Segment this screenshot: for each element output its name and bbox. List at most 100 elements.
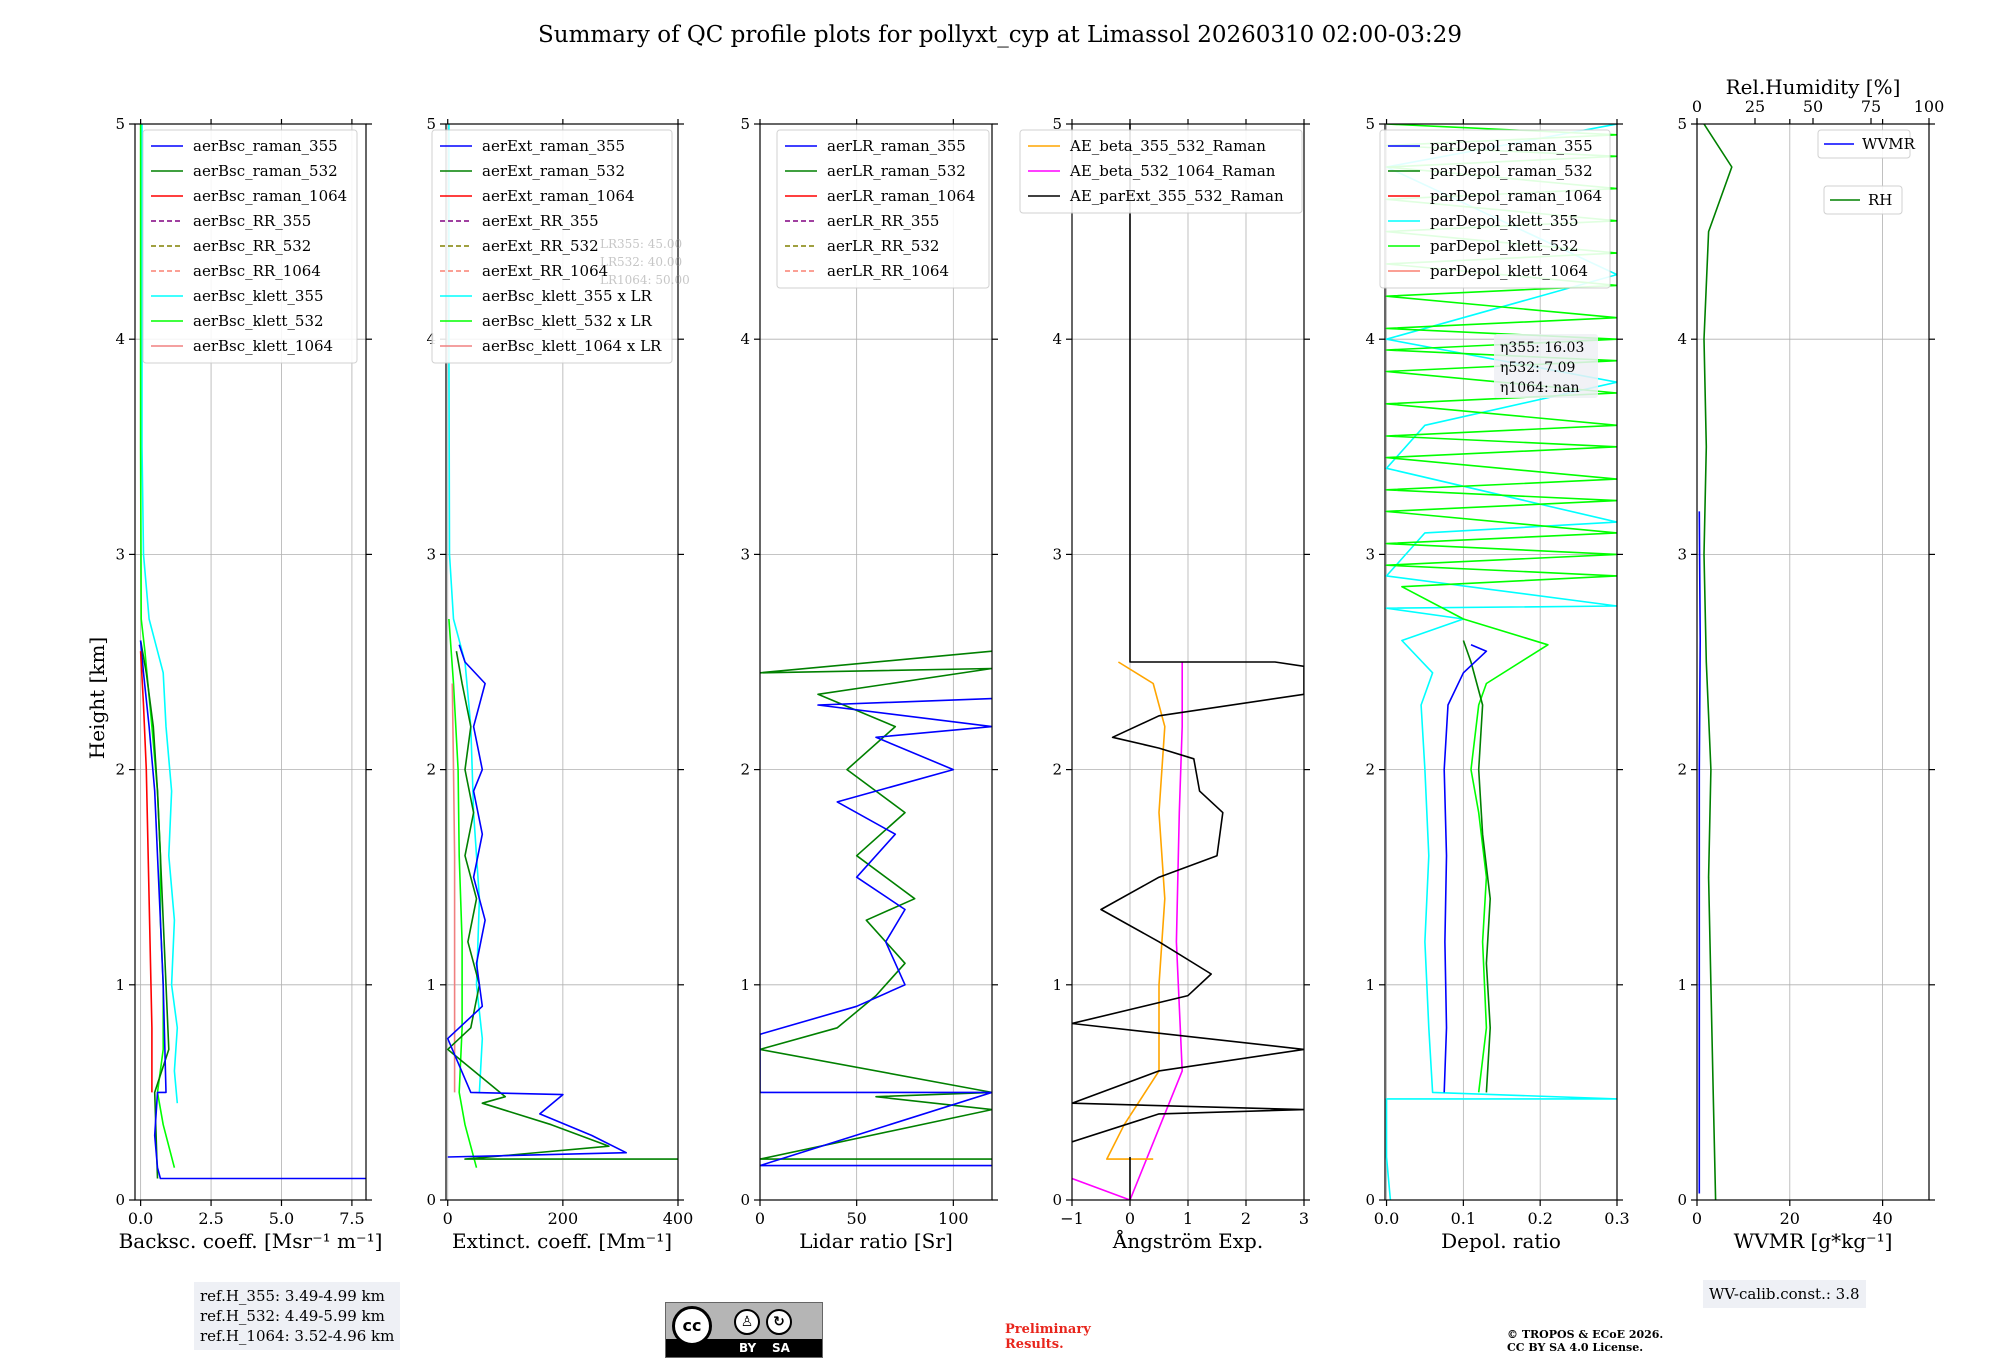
y-tick-label: 1 — [1052, 976, 1062, 994]
legend-label: aerLR_raman_355 — [827, 137, 966, 155]
top-x-tick-label: 75 — [1861, 97, 1881, 116]
x-axis-label: Lidar ratio [Sr] — [799, 1229, 953, 1253]
by-label: BY — [739, 1341, 757, 1355]
eta-value: η532: 7.09 — [1500, 360, 1575, 376]
legend-label: aerBsc_raman_532 — [193, 162, 338, 180]
cc-license-badge: cc ♙ ↻ BY SA — [665, 1302, 823, 1358]
axes-frame — [1696, 123, 1930, 1201]
series-line-aerbsc-klett-355 — [141, 124, 179, 1104]
y-tick-label: 5 — [426, 115, 436, 133]
series-line-pardepol-raman-532 — [1462, 640, 1491, 1093]
legend-label: aerBsc_raman_355 — [193, 137, 338, 155]
x-tick-label: 200 — [548, 1209, 579, 1228]
chart-panel-wv: 0 20 40 0 1 2 3 4 5 WVMR [g*kg⁻¹] 0 25 50 75 100 Rel.Hu… — [1677, 75, 1944, 1253]
series-line-pardepol-raman-355 — [1443, 644, 1488, 1093]
x-tick-label: 40 — [1872, 1209, 1892, 1228]
ref-height-box: ref.H_355: 3.49-4.99 km ref.H_532: 4.49-… — [194, 1282, 401, 1350]
series-line-aerbsc-klett-1064-x-lr — [451, 683, 456, 1093]
legend-label: aerExt_RR_1064 — [482, 262, 608, 280]
legend-label: parDepol_raman_532 — [1430, 162, 1593, 180]
by-person-icon: ♙ — [734, 1309, 760, 1335]
ref-height-1064: ref.H_1064: 3.52-4.96 km — [200, 1327, 395, 1345]
axes-frame — [759, 123, 993, 1201]
series-line-aerbsc-raman-1064 — [139, 651, 153, 1093]
x-tick-label: 20 — [1780, 1209, 1800, 1228]
x-tick-label: −1 — [1060, 1209, 1084, 1228]
series-line-rh — [1703, 124, 1733, 1200]
axes-frame — [445, 123, 679, 1201]
y-tick-label: 3 — [1365, 545, 1375, 563]
legend-label: AE_beta_355_532_Raman — [1069, 137, 1266, 155]
y-tick-label: 3 — [115, 545, 125, 563]
legend-label: WVMR — [1862, 135, 1916, 153]
y-tick-label: 3 — [1677, 545, 1687, 563]
x-axis-label: Extinct. coeff. [Mm⁻¹] — [452, 1229, 672, 1253]
legend-box — [431, 129, 673, 364]
chart-panel-bsc: 0.0 2.5 5.0 7.5 0 1 2 3 4 5 Backsc. coeff. [Msr⁻¹ … — [115, 115, 382, 1253]
x-tick-label: 400 — [663, 1209, 694, 1228]
x-axis-label: Ångström Exp. — [1112, 1228, 1263, 1253]
y-tick-label: 4 — [1365, 330, 1375, 348]
series-line-aerbsc-raman-532 — [139, 640, 170, 1179]
legend-label: aerExt_RR_532 — [482, 237, 599, 255]
chart-panel-lr: 0 50 100 0 1 2 3 4 5 Lidar ratio [Sr] aerLR_raman_… — [740, 115, 998, 1253]
y-tick-label: 3 — [1052, 545, 1062, 563]
lr-annotation: LR355: 45.00 — [600, 237, 682, 251]
top-x-tick-label: 50 — [1803, 97, 1823, 116]
y-tick-label: 4 — [1052, 330, 1062, 348]
legend-label: parDepol_raman_355 — [1430, 137, 1593, 155]
wv-calib-box: WV-calib.const.: 3.8 — [1703, 1280, 1866, 1308]
x-tick-label: 1 — [1183, 1209, 1193, 1228]
y-tick-label: 5 — [115, 115, 125, 133]
x-tick-label: 0.3 — [1604, 1209, 1629, 1228]
sa-share-icon: ↻ — [766, 1309, 792, 1335]
legend-box — [142, 129, 358, 364]
legend-label: aerBsc_klett_355 — [193, 287, 324, 305]
y-tick-label: 4 — [740, 330, 750, 348]
y-tick-label: 2 — [426, 761, 436, 779]
preliminary-note: Preliminary Results. — [1005, 1322, 1091, 1352]
legend-label: aerLR_RR_355 — [827, 212, 939, 230]
legend-label: aerLR_RR_1064 — [827, 262, 949, 280]
top-x-tick-label: 100 — [1914, 97, 1945, 116]
series-line-aerbsc-klett-532-x-lr — [448, 618, 478, 1168]
ref-height-355: ref.H_355: 3.49-4.99 km — [200, 1287, 385, 1305]
eta-box — [1494, 334, 1598, 398]
x-tick-label: 3 — [1299, 1209, 1309, 1228]
legend-label: parDepol_raman_1064 — [1430, 187, 1602, 205]
top-x-tick-label: 0 — [1692, 97, 1702, 116]
chart-panel-ext: 0 200 400 0 1 2 3 4 5 Extinct. coeff. [Mm⁻¹] aerEx… — [426, 115, 693, 1253]
series-line-ae-beta-532-1064-raman — [1072, 662, 1183, 1200]
y-tick-label: 0 — [1052, 1191, 1062, 1209]
y-tick-label: 1 — [1365, 976, 1375, 994]
legend-label: AE_parExt_355_532_Raman — [1069, 187, 1284, 205]
y-axis-label: Height [km] — [85, 637, 109, 759]
axes-frame — [1384, 123, 1618, 1201]
top-x-tick-label: 25 — [1745, 97, 1765, 116]
legend-label: aerExt_RR_355 — [482, 212, 599, 230]
x-tick-label: 50 — [846, 1209, 866, 1228]
legend-label: RH — [1868, 191, 1892, 209]
legend-label: aerLR_RR_532 — [827, 237, 939, 255]
y-tick-label: 0 — [426, 1191, 436, 1209]
legend-label: aerLR_raman_532 — [827, 162, 966, 180]
y-tick-label: 0 — [115, 1191, 125, 1209]
y-tick-label: 5 — [1365, 115, 1375, 133]
y-tick-label: 1 — [115, 976, 125, 994]
x-tick-label: 0 — [443, 1209, 453, 1228]
legend-label: parDepol_klett_1064 — [1430, 262, 1588, 280]
copyright-note: © TROPOS & ECoE 2026. CC BY SA 4.0 Licen… — [1507, 1328, 1664, 1354]
x-axis-label: WVMR [g*kg⁻¹] — [1734, 1229, 1893, 1253]
y-tick-label: 2 — [1365, 761, 1375, 779]
x-tick-label: 2 — [1241, 1209, 1251, 1228]
series-line-wvmr — [1698, 511, 1701, 1194]
legend-label: aerBsc_raman_1064 — [193, 187, 347, 205]
series-line-aerlr-raman-532 — [760, 650, 992, 1160]
series-line-aerext-raman-355 — [446, 644, 628, 1158]
legend-box — [1379, 129, 1611, 289]
legend-label: aerBsc_klett_532 x LR — [482, 312, 653, 330]
x-tick-label: 0.1 — [1451, 1209, 1476, 1228]
series-line-ae-beta-355-532-raman — [1106, 661, 1166, 1160]
legend-box — [1019, 129, 1303, 214]
